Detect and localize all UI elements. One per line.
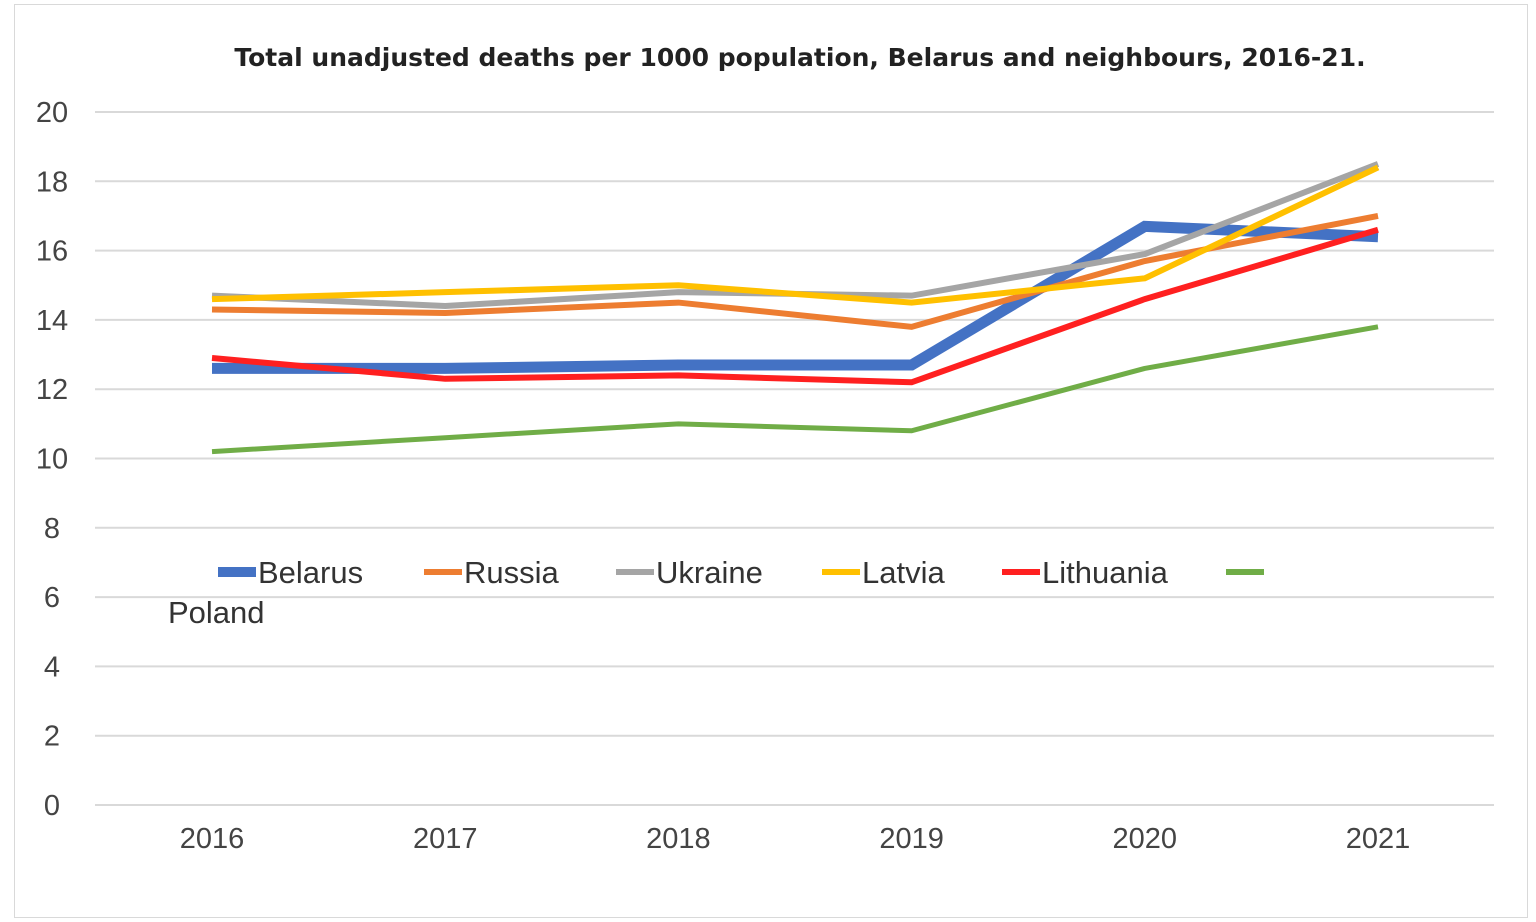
x-tick-label: 2019 xyxy=(879,823,944,855)
legend-label-poland: Poland xyxy=(168,595,265,630)
x-axis-ticks: 2016 2017 2018 2019 2020 2021 xyxy=(180,823,1411,855)
y-tick-label: 2 xyxy=(44,721,60,753)
x-tick-label: 2017 xyxy=(413,823,478,855)
y-tick-label: 10 xyxy=(36,444,68,476)
y-tick-label: 8 xyxy=(44,513,60,545)
legend-label-russia: Russia xyxy=(464,555,560,590)
series-lines xyxy=(212,164,1378,452)
y-tick-label: 4 xyxy=(44,651,60,683)
y-tick-label: 0 xyxy=(44,790,60,822)
x-tick-label: 2018 xyxy=(646,823,711,855)
y-tick-label: 12 xyxy=(36,374,68,406)
gridlines xyxy=(95,112,1494,805)
x-tick-label: 2021 xyxy=(1346,823,1411,855)
x-tick-label: 2016 xyxy=(180,823,245,855)
chart-title: Total unadjusted deaths per 1000 populat… xyxy=(234,43,1365,72)
y-tick-label: 16 xyxy=(36,236,68,268)
legend-label-lithuania: Lithuania xyxy=(1042,555,1169,590)
legend: Belarus Russia Ukraine Latvia Lithuania Polan… xyxy=(168,555,1264,630)
y-tick-label: 20 xyxy=(36,97,68,129)
legend-label-latvia: Latvia xyxy=(862,555,945,590)
y-axis-ticks: 0 2 4 6 8 10 12 14 16 18 20 xyxy=(36,97,68,822)
legend-label-ukraine: Ukraine xyxy=(656,555,763,590)
line-chart: Total unadjusted deaths per 1000 populat… xyxy=(0,0,1536,922)
y-tick-label: 14 xyxy=(36,305,68,337)
legend-label-belarus: Belarus xyxy=(258,555,363,590)
y-tick-label: 6 xyxy=(44,582,60,614)
y-tick-label: 18 xyxy=(36,166,68,198)
x-tick-label: 2020 xyxy=(1113,823,1178,855)
